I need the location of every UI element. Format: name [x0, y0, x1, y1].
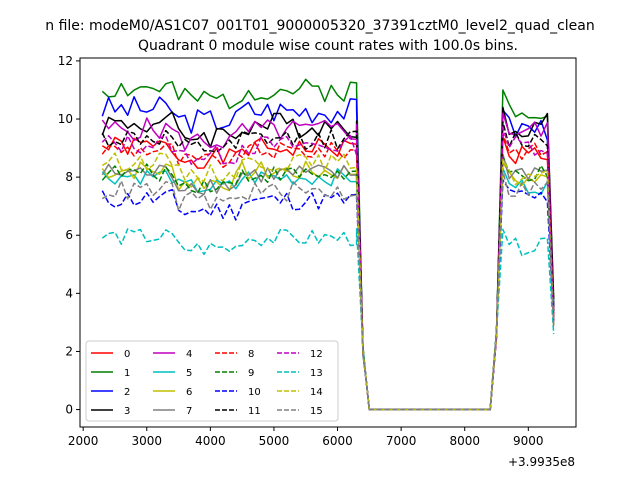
y-tick-label-10: 10 — [58, 112, 73, 126]
chart-title: Quadrant 0 module wise count rates with … — [138, 38, 518, 54]
legend-label-5: 5 — [186, 368, 192, 379]
y-tick-label-4: 4 — [65, 286, 73, 300]
x-tick-label-6000: 6000 — [322, 434, 353, 448]
x-tick-label-9000: 9000 — [513, 434, 544, 448]
legend-label-9: 9 — [248, 368, 254, 379]
legend-box — [85, 340, 339, 422]
legend-label-10: 10 — [248, 387, 261, 398]
legend-label-3: 3 — [124, 406, 130, 417]
x-tick-label-2000: 2000 — [68, 434, 99, 448]
legend-label-15: 15 — [310, 406, 323, 417]
y-tick-label-6: 6 — [65, 228, 73, 242]
y-tick-label-8: 8 — [65, 170, 73, 184]
figure-suptitle: n file: modeM0/AS1C07_001T01_9000005320_… — [45, 18, 594, 34]
series-line-12 — [101, 126, 555, 411]
legend-label-2: 2 — [124, 387, 130, 398]
x-offset-label: +3.9935e8 — [508, 455, 575, 469]
legend-label-7: 7 — [186, 406, 192, 417]
legend-label-11: 11 — [248, 406, 261, 417]
series-line-15 — [101, 170, 555, 411]
legend-label-14: 14 — [310, 387, 323, 398]
legend-label-8: 8 — [248, 349, 254, 360]
y-tick-label-12: 12 — [58, 54, 73, 68]
x-tick-label-8000: 8000 — [449, 434, 480, 448]
x-tick-label-4000: 4000 — [195, 434, 226, 448]
series-layer — [101, 78, 555, 411]
legend-label-13: 13 — [310, 368, 323, 379]
legend-label-12: 12 — [310, 349, 323, 360]
plot-frame — [79, 57, 577, 428]
legend-label-1: 1 — [124, 368, 130, 379]
legend-label-6: 6 — [186, 387, 192, 398]
x-tick-label-5000: 5000 — [259, 434, 290, 448]
y-tick-label-2: 2 — [65, 344, 73, 358]
legend-label-0: 0 — [124, 349, 130, 360]
axes-layer: 2000 3000 4000 5000 6000 7000 8000 900002468101… — [58, 54, 577, 448]
y-tick-label-0: 0 — [65, 403, 73, 417]
x-tick-label-3000: 3000 — [131, 434, 162, 448]
legend-label-4: 4 — [186, 349, 192, 360]
x-tick-label-7000: 7000 — [386, 434, 417, 448]
